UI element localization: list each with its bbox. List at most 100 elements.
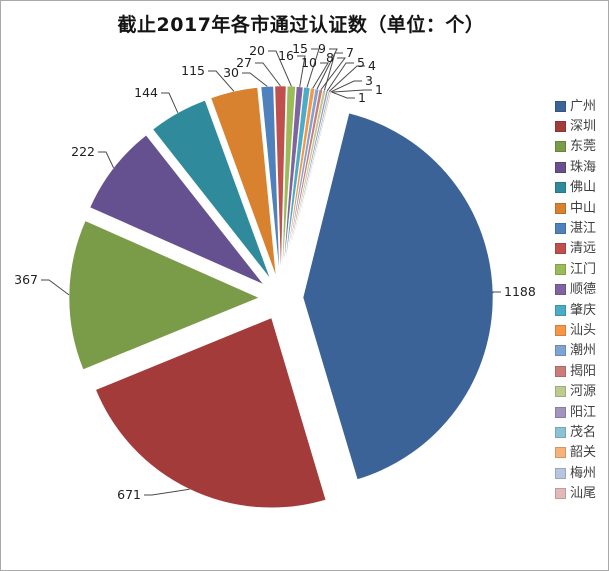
- legend-label: 汕尾: [570, 486, 597, 502]
- legend-swatch-icon: [555, 345, 566, 357]
- legend-swatch-icon: [555, 386, 566, 398]
- data-label-揭阳: 8: [326, 50, 334, 65]
- leader-line-茂名: [328, 65, 365, 92]
- data-label-潮州: 9: [318, 41, 326, 56]
- data-label-顺德: 16: [278, 48, 294, 63]
- leader-line-江门: [268, 50, 292, 87]
- leader-line-深圳: [144, 488, 190, 496]
- data-label-汕尾: 1: [358, 90, 366, 105]
- legend-item-广州: 广州: [555, 96, 596, 116]
- data-label-韶关: 3: [365, 73, 373, 88]
- legend-label: 河源: [570, 384, 597, 400]
- legend-item-潮州: 潮州: [555, 341, 596, 361]
- legend-swatch-icon: [555, 263, 566, 275]
- legend-item-顺德: 顺德: [555, 280, 596, 300]
- data-label-茂名: 4: [368, 58, 376, 73]
- data-label-东莞: 367: [14, 272, 38, 287]
- pie-slice-中山: [210, 87, 277, 277]
- legend-swatch-icon: [555, 223, 566, 235]
- legend-label: 清远: [570, 241, 597, 257]
- legend-label: 阳江: [570, 404, 597, 420]
- leader-line-清远: [255, 62, 281, 87]
- data-label-珠海: 222: [71, 144, 95, 159]
- data-label-佛山: 144: [134, 85, 158, 100]
- legend-item-韶关: 韶关: [555, 443, 596, 463]
- legend-item-深圳: 深圳: [555, 116, 596, 136]
- legend-label: 珠海: [570, 159, 597, 175]
- legend-item-河源: 河源: [555, 381, 596, 401]
- legend-swatch-icon: [555, 324, 566, 336]
- pie-slice-东莞: [68, 220, 260, 371]
- leader-line-广州: [492, 291, 501, 294]
- legend-item-湛江: 湛江: [555, 218, 596, 238]
- legend-label: 汕头: [570, 322, 597, 338]
- leader-line-汕头: [312, 62, 329, 89]
- legend-swatch-icon: [555, 284, 566, 296]
- legend-item-肇庆: 肇庆: [555, 300, 596, 320]
- legend-label: 潮州: [570, 343, 597, 359]
- legend: 广州 深圳 东莞 珠海 佛山 中山 湛江 清远 江门 顺德 肇庆 汕头 潮州 揭阳 河源 阳江 茂名 韶关 梅州 汕尾: [555, 96, 596, 504]
- legend-label: 佛山: [570, 180, 597, 196]
- legend-swatch-icon: [555, 304, 566, 316]
- pie-slice-湛江: [260, 85, 280, 277]
- pie-slice-深圳: [95, 317, 327, 509]
- legend-swatch-icon: [555, 243, 566, 255]
- legend-item-汕头: 汕头: [555, 320, 596, 340]
- legend-swatch-icon: [555, 447, 566, 459]
- legend-label: 东莞: [570, 139, 597, 155]
- leader-line-潮州: [316, 48, 338, 90]
- pie-slice-珠海: [89, 134, 264, 285]
- leader-line-佛山: [161, 92, 179, 114]
- legend-swatch-icon: [555, 100, 566, 112]
- legend-label: 深圳: [570, 119, 597, 135]
- data-label-湛江: 30: [223, 65, 239, 80]
- leader-line-中山: [208, 70, 235, 92]
- data-label-河源: 7: [346, 45, 354, 60]
- legend-item-江门: 江门: [555, 259, 596, 279]
- leader-line-东莞: [41, 279, 70, 296]
- legend-swatch-icon: [555, 141, 566, 153]
- data-label-深圳: 671: [117, 487, 141, 502]
- legend-label: 韶关: [570, 445, 597, 461]
- legend-label: 江门: [570, 261, 597, 277]
- legend-item-清远: 清远: [555, 239, 596, 259]
- legend-item-佛山: 佛山: [555, 178, 596, 198]
- legend-swatch-icon: [555, 406, 566, 418]
- legend-item-茂名: 茂名: [555, 422, 596, 442]
- legend-swatch-icon: [555, 121, 566, 133]
- legend-item-汕尾: 汕尾: [555, 483, 596, 503]
- legend-label: 湛江: [570, 221, 597, 237]
- legend-swatch-icon: [555, 365, 566, 377]
- leader-line-珠海: [98, 151, 115, 169]
- legend-item-揭阳: 揭阳: [555, 361, 596, 381]
- pie-slice-佛山: [152, 99, 271, 279]
- data-label-阳江: 5: [357, 55, 365, 70]
- leader-line-顺德: [297, 55, 306, 87]
- pie-slice-广州: [302, 112, 494, 480]
- legend-item-东莞: 东莞: [555, 137, 596, 157]
- data-label-清远: 27: [236, 55, 252, 70]
- leader-line-河源: [323, 52, 343, 91]
- legend-swatch-icon: [555, 182, 566, 194]
- legend-swatch-icon: [555, 202, 566, 214]
- legend-label: 揭阳: [570, 363, 597, 379]
- chart-title: 截止2017年各市通过认证数（单位：个）: [117, 14, 485, 36]
- legend-item-珠海: 珠海: [555, 157, 596, 177]
- legend-label: 广州: [570, 98, 597, 114]
- legend-swatch-icon: [555, 161, 566, 173]
- leader-line-肇庆: [306, 48, 320, 88]
- legend-swatch-icon: [555, 467, 566, 479]
- legend-label: 梅州: [570, 465, 597, 481]
- data-label-梅州: 1: [375, 82, 383, 97]
- legend-swatch-icon: [555, 426, 566, 438]
- legend-label: 茂名: [570, 424, 597, 440]
- data-label-广州: 1188: [504, 284, 536, 299]
- legend-item-阳江: 阳江: [555, 402, 596, 422]
- leader-line-韶关: [330, 80, 362, 93]
- leader-line-梅州: [331, 89, 372, 93]
- legend-item-梅州: 梅州: [555, 463, 596, 483]
- data-label-中山: 115: [181, 63, 205, 78]
- leader-line-湛江: [242, 72, 268, 87]
